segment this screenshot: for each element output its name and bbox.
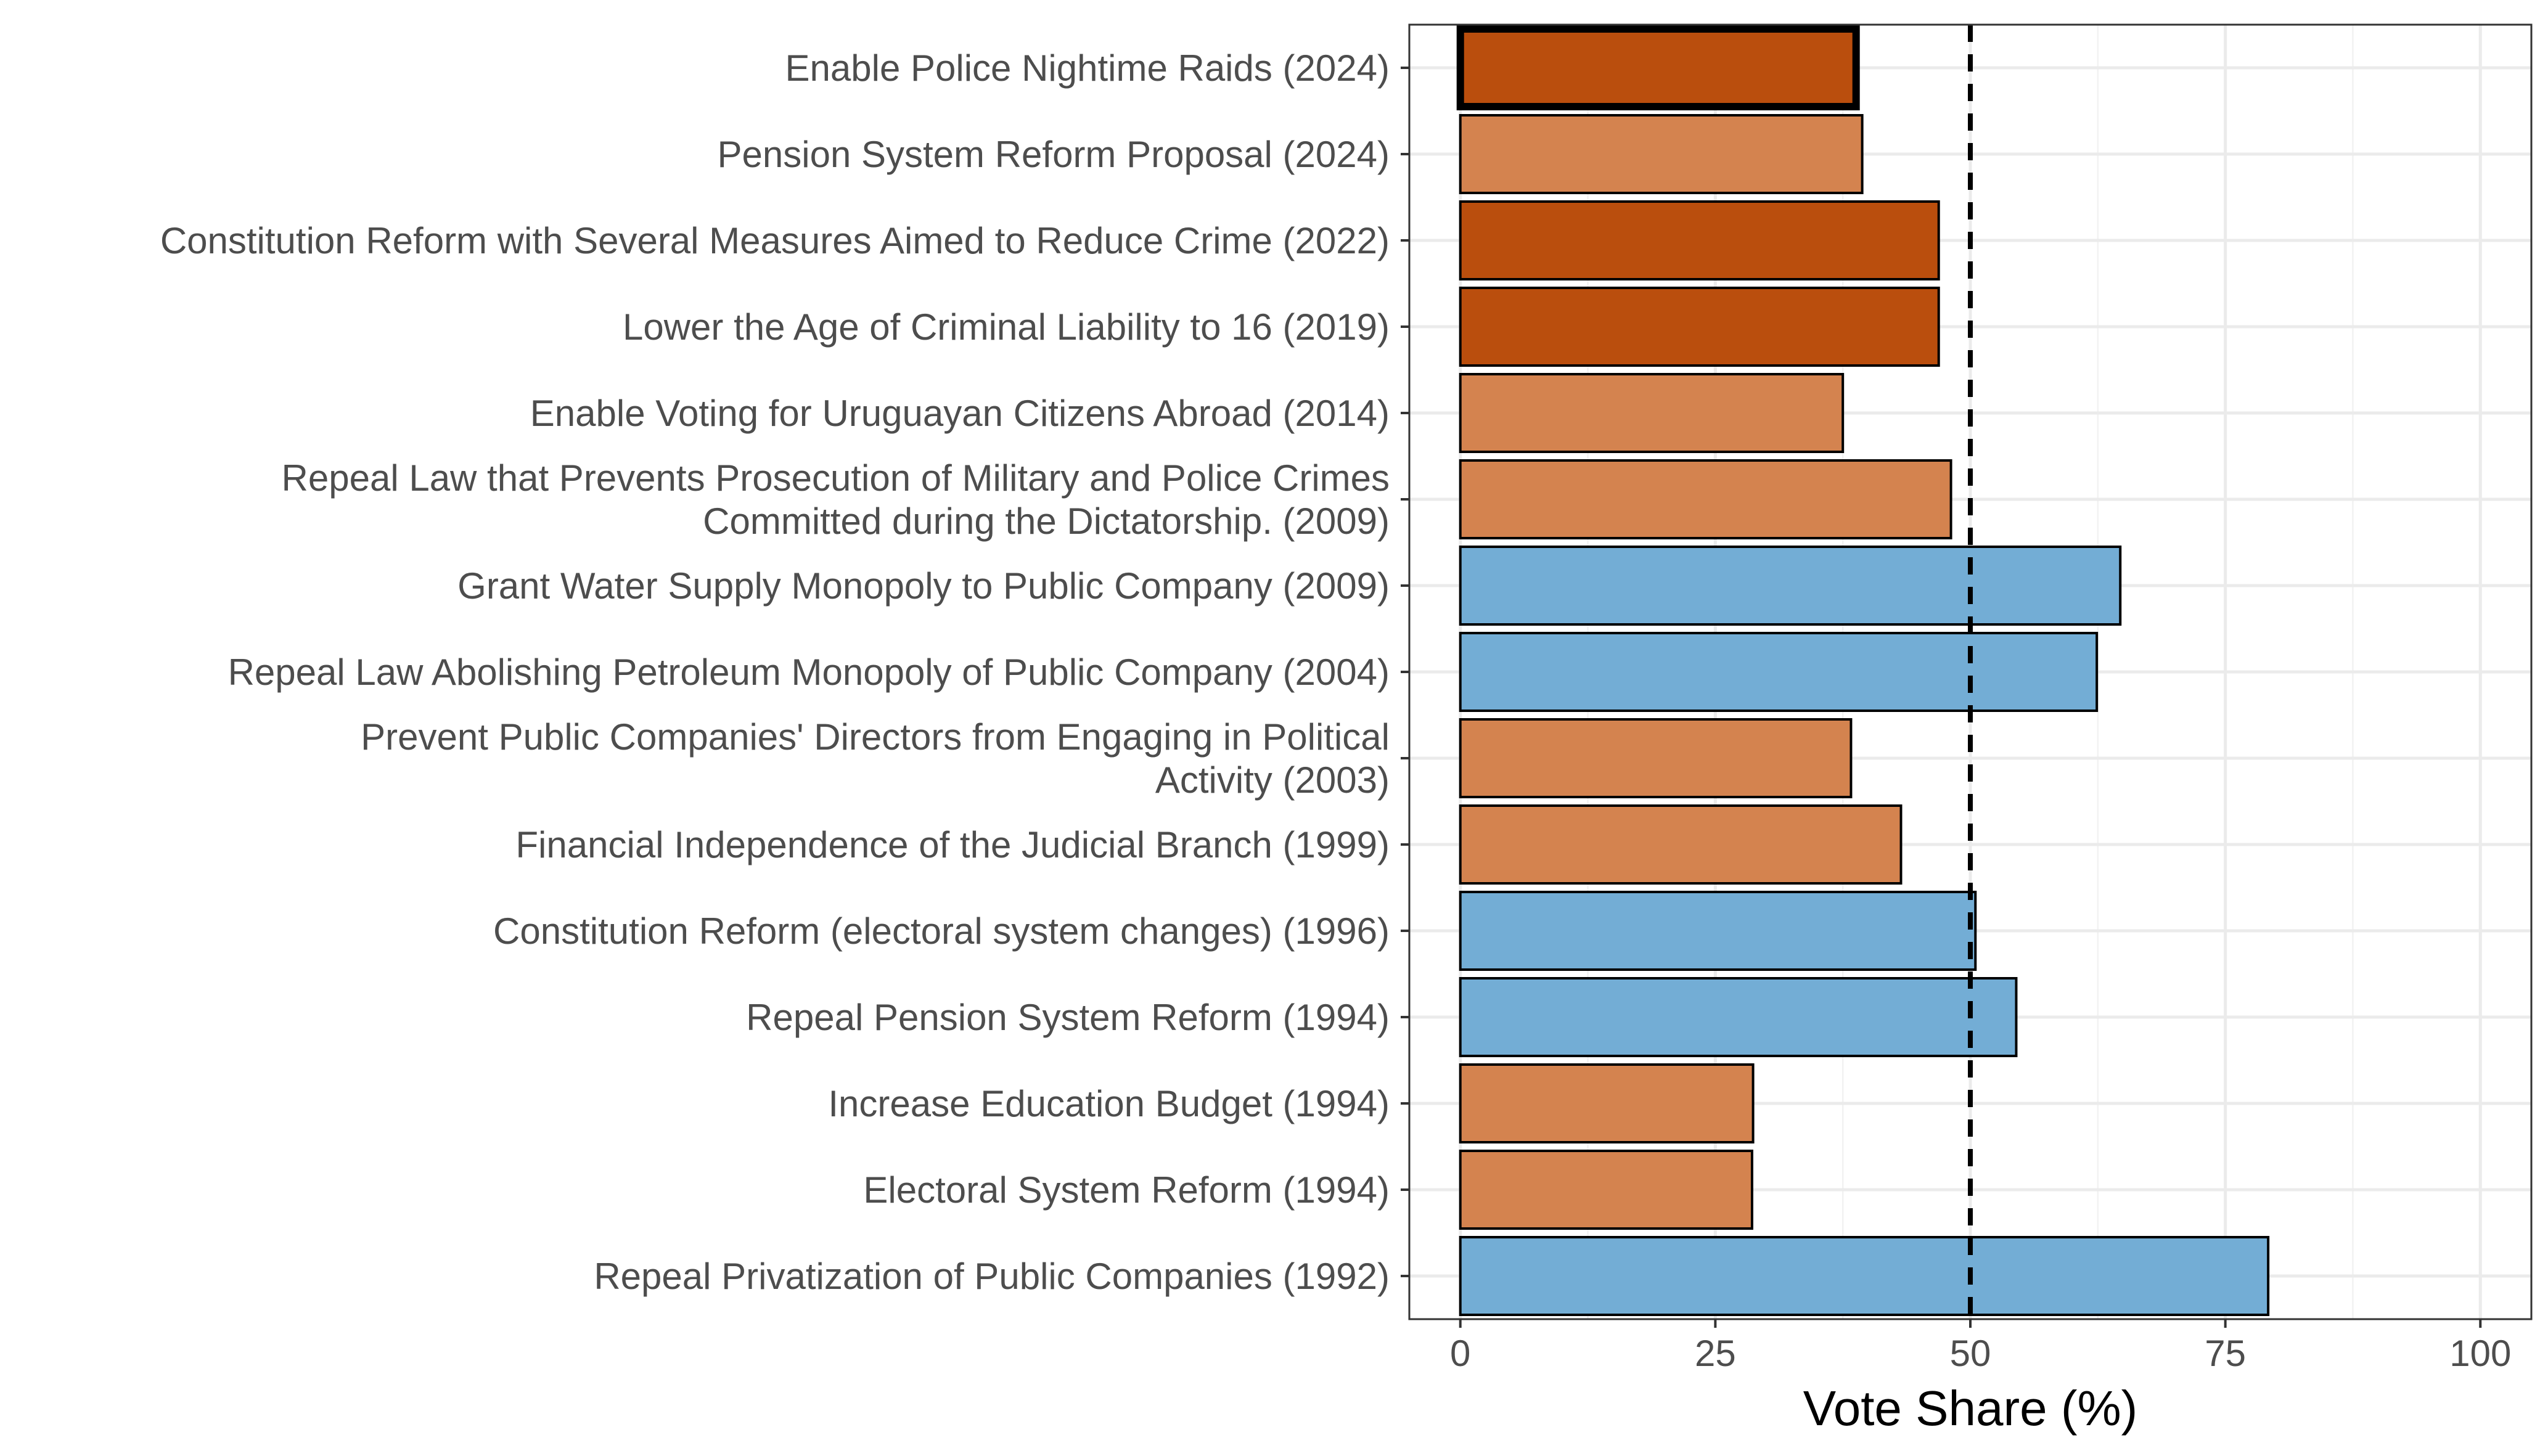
bar xyxy=(1459,546,2122,626)
category-label: Constitution Reform with Several Measure… xyxy=(160,220,1390,261)
bar xyxy=(1459,200,1940,280)
bar xyxy=(1459,287,1940,367)
category-label: Prevent Public Companies' Directors from… xyxy=(361,716,1390,801)
x-axis: 0 25 50 75 100 xyxy=(1450,1319,2511,1374)
bar xyxy=(1459,1236,2270,1316)
bar xyxy=(1459,891,1977,971)
category-label-line: Repeal Law that Prevents Prosecution of … xyxy=(282,457,1390,499)
category-label: Increase Education Budget (1994) xyxy=(828,1083,1390,1124)
category-label-line: Committed during the Dictatorship. (2009… xyxy=(703,501,1390,542)
bar xyxy=(1459,1063,1755,1143)
bar xyxy=(1459,459,1952,539)
bar xyxy=(1459,1150,1753,1230)
category-label: Pension System Reform Proposal (2024) xyxy=(718,134,1390,175)
category-label: Financial Independence of the Judicial B… xyxy=(515,824,1390,865)
bar xyxy=(1459,632,2099,712)
category-label: Enable Voting for Uruguayan Citizens Abr… xyxy=(530,393,1390,434)
category-label: Lower the Age of Criminal Liability to 1… xyxy=(623,306,1390,348)
x-tick-label: 100 xyxy=(2449,1333,2511,1374)
bar xyxy=(1459,804,1903,885)
category-label: Repeal Law Abolishing Petroleum Monopoly… xyxy=(228,652,1390,693)
x-tick-label: 75 xyxy=(2205,1333,2246,1374)
x-tick-label: 25 xyxy=(1695,1333,1736,1374)
bar xyxy=(1459,373,1845,453)
category-label: Repeal Law that Prevents Prosecution of … xyxy=(282,457,1390,542)
category-label: Constitution Reform (electoral system ch… xyxy=(493,910,1390,952)
bars xyxy=(1456,25,2270,1316)
bar xyxy=(1459,718,1853,798)
x-tick-label: 50 xyxy=(1950,1333,1991,1374)
category-label-line: Prevent Public Companies' Directors from… xyxy=(361,716,1390,758)
category-label: Grant Water Supply Monopoly to Public Co… xyxy=(457,565,1390,607)
bar xyxy=(1459,114,1864,194)
category-label: Repeal Pension System Reform (1994) xyxy=(746,997,1390,1038)
x-axis-title: Vote Share (%) xyxy=(1803,1381,2138,1436)
category-label: Enable Police Nightime Raids (2024) xyxy=(785,47,1390,89)
bar xyxy=(1456,25,1860,110)
category-label-line: Activity (2003) xyxy=(1155,759,1390,801)
category-label: Repeal Privatization of Public Companies… xyxy=(594,1256,1390,1297)
x-tick-label: 0 xyxy=(1450,1333,1470,1374)
bar xyxy=(1459,977,2018,1057)
category-label: Electoral System Reform (1994) xyxy=(863,1169,1390,1211)
y-axis: Enable Police Nightime Raids (2024) Pensi… xyxy=(160,47,1409,1297)
